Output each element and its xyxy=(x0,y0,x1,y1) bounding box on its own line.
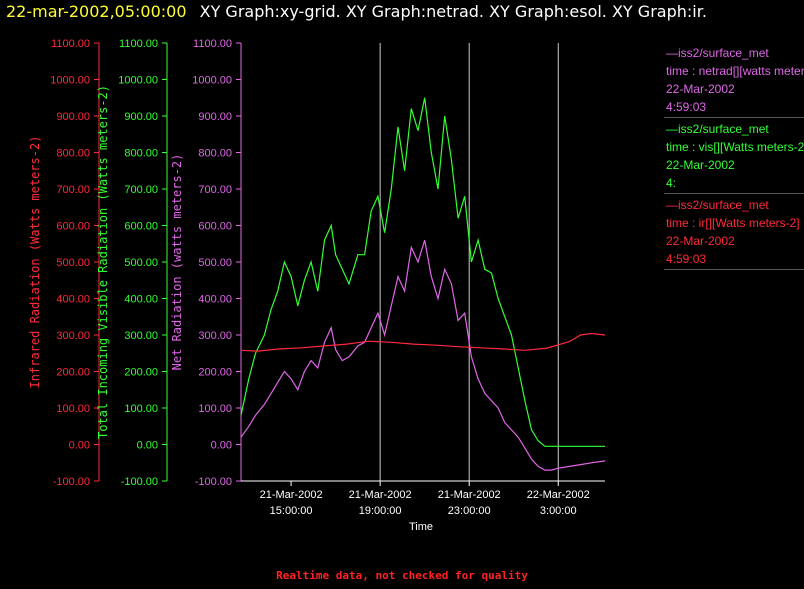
y-axis-label: Total Incoming Visible Radiation (Watts … xyxy=(96,85,110,439)
y-tick-label: 1100.00 xyxy=(119,38,158,50)
y-tick-label: 100.00 xyxy=(198,403,232,415)
legend-source: —iss2/surface_met xyxy=(666,198,769,212)
legend-entry-vis[interactable]: —iss2/surface_met time : vis[][Watts met… xyxy=(664,118,804,194)
x-tick-date: 21-Mar-2002 xyxy=(260,489,323,501)
legend-date: 22-Mar-2002 xyxy=(666,158,735,172)
y-tick-label: 600.00 xyxy=(198,221,232,233)
legend-time: 4:59:03 xyxy=(666,100,707,114)
y-tick-label: 500.00 xyxy=(198,257,232,269)
legend-source: —iss2/surface_met xyxy=(666,46,769,60)
y-tick-label: 200.00 xyxy=(198,367,232,379)
header: 22-mar-2002,05:00:00 XY Graph:xy-grid. X… xyxy=(6,2,707,21)
y-tick-label: 700.00 xyxy=(56,184,90,196)
x-tick-date: 21-Mar-2002 xyxy=(349,489,412,501)
x-tick-time: 23:00:00 xyxy=(448,505,491,517)
y-tick-label: 800.00 xyxy=(124,148,158,160)
x-tick-date: 21-Mar-2002 xyxy=(438,489,501,501)
y-tick-label: 900.00 xyxy=(198,111,232,123)
y-tick-label: 400.00 xyxy=(124,294,158,306)
legend-time: 4: xyxy=(666,176,677,190)
legend-source: —iss2/surface_met xyxy=(666,122,769,136)
y-tick-label: 200.00 xyxy=(124,367,158,379)
legend-variable: time : ir[][Watts meters-2] xyxy=(666,216,800,230)
y-tick-label: 1000.00 xyxy=(192,75,232,87)
y-tick-label: 300.00 xyxy=(198,330,232,342)
series-line-netrad xyxy=(240,239,606,471)
x-tick-date: 22-Mar-2002 xyxy=(527,489,590,501)
y-tick-label: 600.00 xyxy=(124,221,158,233)
y-tick-label: 1100.00 xyxy=(193,38,232,50)
y-tick-label: 700.00 xyxy=(198,184,232,196)
y-tick-label: 700.00 xyxy=(124,184,158,196)
y-tick-label: 0.00 xyxy=(211,440,232,452)
legend: —iss2/surface_met time : netrad[][watts … xyxy=(664,42,804,270)
y-tick-label: 800.00 xyxy=(56,148,90,160)
y-tick-label: 1000.00 xyxy=(50,75,90,87)
y-tick-label: 400.00 xyxy=(198,294,232,306)
y-axis-label: Net Radiation (watts meters-2) xyxy=(170,154,184,371)
y-tick-label: 900.00 xyxy=(124,111,158,123)
y-tick-label: 1100.00 xyxy=(51,38,90,50)
x-tick-time: 19:00:00 xyxy=(359,505,402,517)
x-tick-time: 3:00:00 xyxy=(540,505,577,517)
y-tick-label: 0.00 xyxy=(69,440,90,452)
x-axis-label: Time xyxy=(409,521,433,533)
series-line-vis xyxy=(240,97,605,447)
y-tick-label: 500.00 xyxy=(124,257,158,269)
x-tick-time: 15:00:00 xyxy=(270,505,313,517)
legend-variable: time : vis[][Watts meters-2] xyxy=(666,140,804,154)
y-tick-label: -100.00 xyxy=(53,476,90,488)
series-line-ir xyxy=(240,332,606,352)
legend-time: 4:59:03 xyxy=(666,252,707,266)
y-tick-label: 0.00 xyxy=(137,440,158,452)
y-tick-label: 800.00 xyxy=(198,148,232,160)
legend-date: 22-Mar-2002 xyxy=(666,82,735,96)
y-tick-label: -100.00 xyxy=(121,476,158,488)
y-tick-label: 600.00 xyxy=(56,221,90,233)
graph-titles: XY Graph:xy-grid. XY Graph:netrad. XY Gr… xyxy=(199,2,707,21)
y-tick-label: 400.00 xyxy=(56,294,90,306)
y-tick-label: 500.00 xyxy=(56,257,90,269)
legend-date: 22-Mar-2002 xyxy=(666,234,735,248)
legend-variable: time : netrad[][watts meters-2] xyxy=(666,64,804,78)
y-axis-label: Infrared Radiation (Watts meters-2) xyxy=(28,136,42,389)
y-tick-label: 300.00 xyxy=(56,330,90,342)
y-tick-label: 1000.00 xyxy=(118,75,158,87)
y-tick-label: 900.00 xyxy=(56,111,90,123)
legend-entry-netrad[interactable]: —iss2/surface_met time : netrad[][watts … xyxy=(664,42,804,118)
quality-notice: Realtime data, not checked for quality xyxy=(276,569,528,582)
legend-entry-ir[interactable]: —iss2/surface_met time : ir[][Watts mete… xyxy=(664,194,804,270)
y-tick-label: 100.00 xyxy=(124,403,158,415)
y-tick-label: 300.00 xyxy=(124,330,158,342)
timestamp: 22-mar-2002,05:00:00 xyxy=(6,2,187,21)
y-tick-label: 200.00 xyxy=(56,367,90,379)
y-tick-label: -100.00 xyxy=(195,476,232,488)
y-tick-label: 100.00 xyxy=(56,403,90,415)
